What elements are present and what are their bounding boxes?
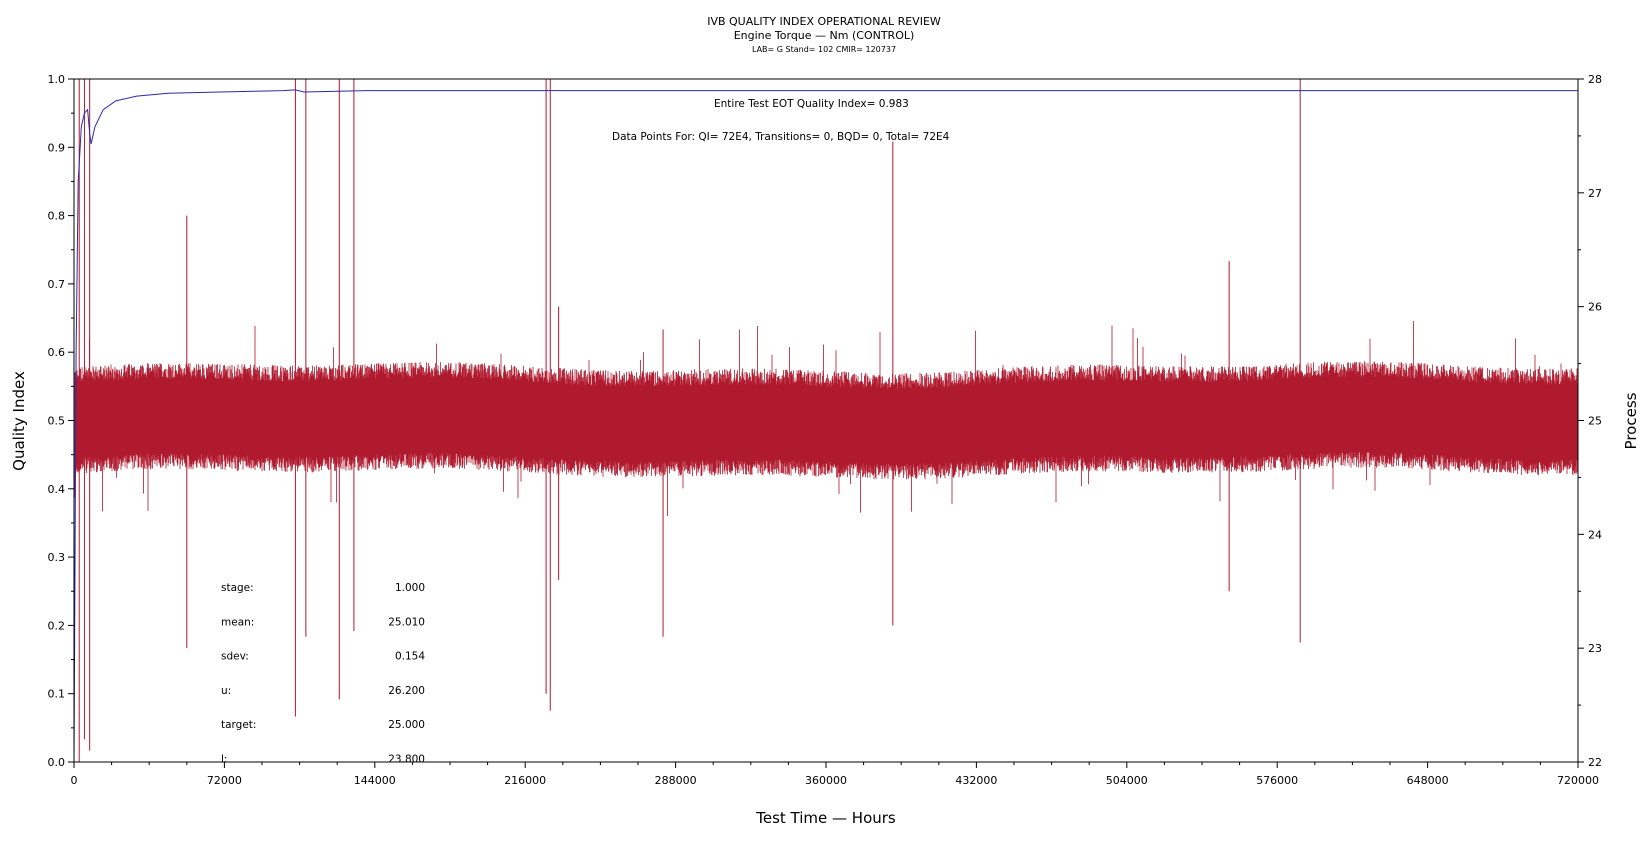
- x-tick-label: 144000: [354, 774, 396, 787]
- stat-label: mean:: [221, 616, 254, 628]
- stat-value: 23.800: [388, 754, 425, 766]
- quality-index-line: [73, 89, 1578, 763]
- stat-value: 26.200: [388, 685, 425, 697]
- x-tick-label: 0: [71, 774, 78, 787]
- y-axis-right-title: Process: [1622, 392, 1640, 449]
- x-tick-label: 504000: [1106, 774, 1148, 787]
- y-left-tick-label: 0.5: [48, 415, 66, 428]
- y-left-tick-label: 0.6: [48, 346, 66, 359]
- y-axis-left-title: Quality Index: [10, 371, 28, 471]
- y-right-tick-label: 27: [1588, 187, 1602, 200]
- x-tick-label: 216000: [504, 774, 546, 787]
- x-tick-label: 720000: [1557, 774, 1599, 787]
- stat-value: 1.000: [395, 582, 425, 594]
- process-band-core: [75, 388, 1577, 451]
- x-tick-label: 576000: [1256, 774, 1298, 787]
- stat-value: 25.000: [388, 719, 425, 731]
- stats-block: stage: 1.000 mean: 25.010 sdev: 0.154 u: 26.200…: [221, 582, 425, 766]
- stat-value: 25.010: [388, 616, 425, 628]
- stat-label: sdev:: [221, 651, 249, 663]
- y-left-tick-label: 0.8: [48, 210, 66, 223]
- y-left-tick-label: 0.4: [48, 483, 66, 496]
- plot-area: [73, 79, 1578, 763]
- chart-info: LAB= G Stand= 102 CMIR= 120737: [752, 45, 896, 54]
- x-tick-label: 360000: [805, 774, 847, 787]
- y-right-tick-label: 28: [1588, 73, 1602, 86]
- y-left-tick-label: 0.9: [48, 141, 66, 154]
- y-right-tick-label: 24: [1588, 528, 1602, 541]
- y-right-tick-label: 23: [1588, 642, 1602, 655]
- chart-title: IVB QUALITY INDEX OPERATIONAL REVIEW: [707, 15, 941, 28]
- y-right-tick-label: 26: [1588, 301, 1602, 314]
- eot-quality-index-annotation: Entire Test EOT Quality Index= 0.983: [714, 98, 909, 110]
- y-left-tick-label: 1.0: [48, 73, 66, 86]
- data-points-annotation: Data Points For: QI= 72E4, Transitions= …: [612, 131, 950, 143]
- y-left-tick-label: 0.0: [48, 756, 66, 769]
- y-left-tick-label: 0.7: [48, 278, 66, 291]
- x-tick-label: 288000: [655, 774, 697, 787]
- stat-label: l:: [221, 754, 227, 766]
- stat-label: target:: [221, 719, 256, 731]
- y-right-tick-label: 22: [1588, 756, 1602, 769]
- axis-ticks: 0 72000 144000 216000 288000 360000 432000 5040…: [48, 73, 1603, 787]
- x-tick-label: 72000: [207, 774, 242, 787]
- stat-label: stage:: [221, 582, 254, 594]
- chart-subtitle: Engine Torque — Nm (CONTROL): [734, 29, 915, 42]
- y-left-tick-label: 0.3: [48, 551, 66, 564]
- stat-value: 0.154: [395, 651, 425, 663]
- y-right-tick-label: 25: [1588, 415, 1602, 428]
- y-left-tick-label: 0.2: [48, 619, 66, 632]
- stat-label: u:: [221, 685, 231, 697]
- x-axis-title: Test Time — Hours: [755, 809, 896, 827]
- x-tick-label: 648000: [1407, 774, 1449, 787]
- y-left-tick-label: 0.1: [48, 688, 66, 701]
- x-tick-label: 432000: [955, 774, 997, 787]
